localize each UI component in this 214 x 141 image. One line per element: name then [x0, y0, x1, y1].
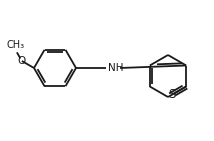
Text: NH: NH: [108, 63, 123, 73]
Text: O: O: [18, 56, 26, 66]
Text: S: S: [169, 88, 176, 101]
Text: CH₃: CH₃: [7, 40, 25, 50]
